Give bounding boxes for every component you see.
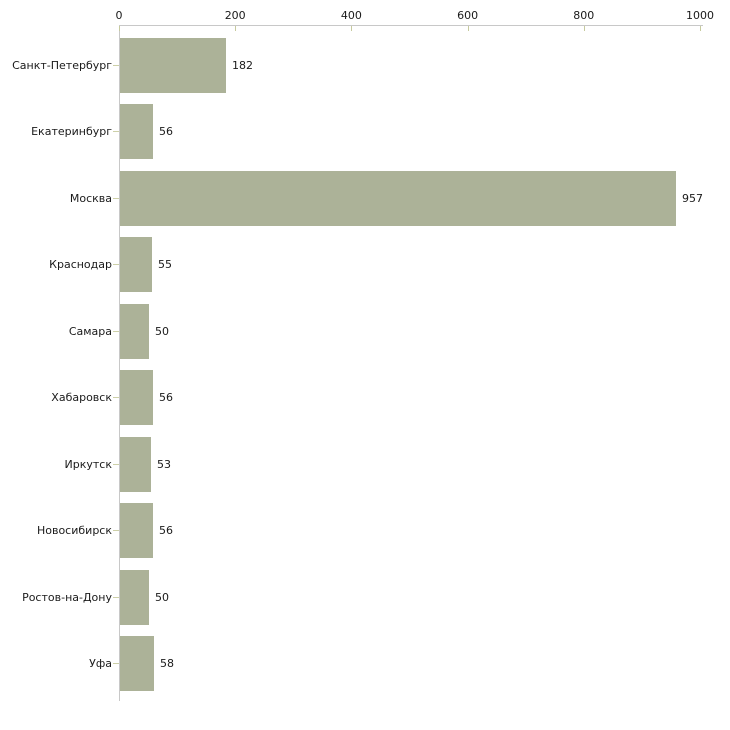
y-axis-line (119, 25, 120, 701)
bar-row: Краснодар 55 (0, 237, 730, 292)
bar-row: Москва 957 (0, 170, 730, 226)
x-tick-label: 0 (115, 9, 123, 22)
category-tick-mark (113, 64, 119, 66)
category-label: Ростов-на-Дону (22, 590, 112, 604)
bar-row: Уфа 58 (0, 636, 730, 691)
x-tick-label: 1000 (686, 9, 714, 22)
category-tick-mark (113, 397, 119, 398)
value-label: 55 (158, 258, 172, 271)
x-tick-label: 600 (457, 9, 479, 22)
bar (120, 370, 153, 425)
category-label: Уфа (89, 657, 112, 670)
value-label: 58 (160, 657, 174, 670)
x-tick-label: 800 (573, 9, 595, 22)
value-label: 56 (159, 125, 173, 138)
x-tick-mark (351, 26, 353, 31)
value-label: 50 (155, 590, 169, 604)
x-axis-line (119, 25, 703, 26)
bar-row: Иркутск 53 (0, 436, 730, 492)
x-tick-mark (235, 26, 237, 31)
bar (120, 237, 152, 292)
x-tick-mark (583, 26, 585, 31)
value-label: 53 (157, 457, 171, 471)
value-label: 56 (159, 391, 173, 404)
category-tick-mark (113, 131, 119, 132)
value-label: 957 (682, 191, 703, 205)
category-tick-mark (113, 264, 119, 265)
bar (120, 503, 153, 558)
bar-row: Новосибирск 56 (0, 503, 730, 558)
x-tick-label: 200 (224, 9, 246, 22)
value-label: 56 (159, 524, 173, 537)
bar (120, 569, 149, 625)
value-label: 50 (155, 324, 169, 338)
category-label: Новосибирск (36, 524, 112, 537)
bar-row: Екатеринбург 56 (0, 104, 730, 159)
bar (120, 37, 226, 93)
category-tick-mark (113, 330, 119, 332)
category-label: Хабаровск (51, 391, 112, 404)
bar-row: Хабаровск 56 (0, 370, 730, 425)
x-tick-mark (119, 26, 120, 31)
category-label: Самара (68, 324, 112, 338)
category-tick-mark (113, 596, 119, 598)
x-tick-label: 400 (340, 9, 362, 22)
bar-row: Санкт-Петербург 182 (0, 37, 730, 93)
category-label: Екатеринбург (31, 125, 112, 138)
category-tick-mark (113, 663, 119, 664)
x-tick-mark (700, 26, 701, 31)
value-label: 182 (232, 58, 253, 72)
x-tick-mark (467, 26, 469, 31)
bar (120, 436, 151, 492)
bar-row: Самара 50 (0, 303, 730, 359)
bar-row: Ростов-на-Дону 50 (0, 569, 730, 625)
category-tick-mark (113, 197, 119, 199)
bar (120, 303, 149, 359)
category-label: Санкт-Петербург (12, 58, 112, 72)
category-tick-mark (113, 530, 119, 531)
category-tick-mark (113, 463, 119, 465)
bar (120, 104, 153, 159)
bar (120, 170, 676, 226)
category-label: Краснодар (49, 258, 112, 271)
category-label: Москва (69, 191, 112, 205)
bar (120, 636, 154, 691)
category-label: Иркутск (64, 457, 112, 471)
